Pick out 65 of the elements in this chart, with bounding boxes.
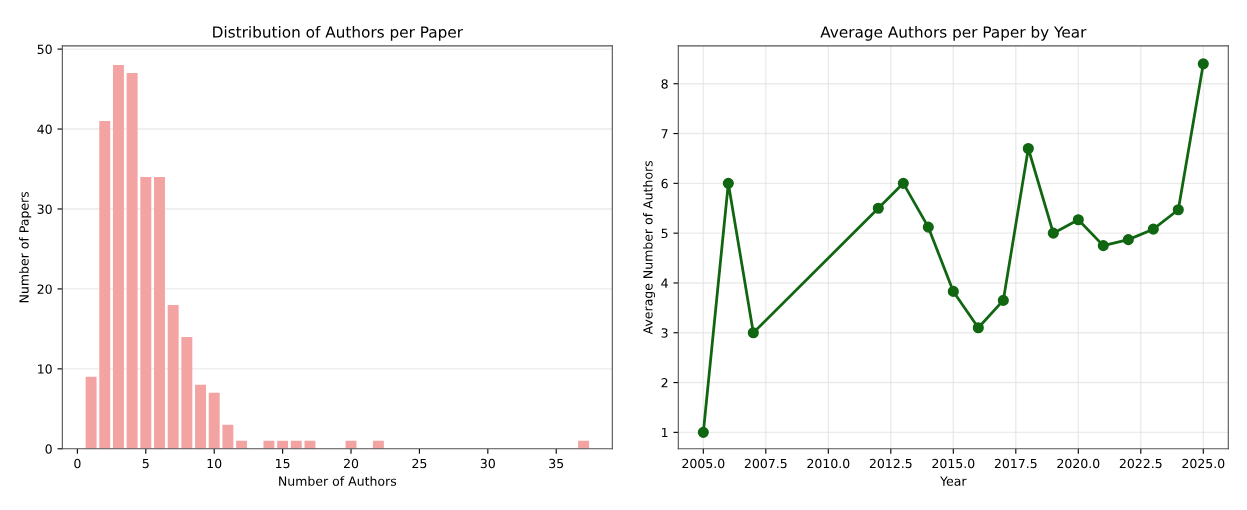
chart-title: Distribution of Authors per Paper <box>213 25 463 41</box>
x-tick-label: 20 <box>343 458 359 469</box>
bar <box>85 376 97 449</box>
y-tick-label: 2 <box>661 378 668 388</box>
bar <box>195 384 206 449</box>
bar <box>181 336 193 449</box>
y-tick-label: 30 <box>37 204 52 214</box>
x-tick-label: 2022.5 <box>1119 458 1162 469</box>
bar <box>126 73 138 449</box>
point <box>897 177 909 189</box>
y-tick-label: 4 <box>661 278 668 288</box>
x-tick-label: 2015.0 <box>932 458 975 469</box>
y-tick-label: 1 <box>662 428 668 438</box>
x-tick-label: 2010.0 <box>807 458 850 469</box>
y-tick-label: 6 <box>661 178 668 189</box>
x-tick-label: 35 <box>549 458 564 469</box>
x-tick-label: 2007.5 <box>744 458 787 469</box>
y-tick-label: 7 <box>661 129 668 139</box>
point <box>1097 240 1109 252</box>
point <box>722 177 734 189</box>
x-tick-label: 2012.5 <box>869 458 912 469</box>
bar <box>208 392 220 449</box>
point <box>747 327 759 339</box>
bar <box>154 177 165 449</box>
y-tick-label: 8 <box>661 79 668 89</box>
point <box>997 294 1009 306</box>
y-tick-label: 0 <box>45 444 52 454</box>
y-tick-label: 40 <box>37 124 52 134</box>
point <box>1122 234 1134 246</box>
y-tick-label: 10 <box>38 364 52 374</box>
bar <box>167 304 179 449</box>
bar <box>112 65 124 449</box>
point <box>922 221 934 233</box>
point <box>1172 204 1184 216</box>
point <box>972 322 984 334</box>
y-axis-title: Average Number of Authors <box>642 160 656 335</box>
x-tick-label: 2020.0 <box>1057 458 1100 469</box>
x-tick-label: 2017.5 <box>994 458 1037 469</box>
point <box>1072 214 1084 226</box>
x-tick-label: 5 <box>142 458 149 469</box>
point <box>697 426 709 438</box>
x-tick-label: 25 <box>412 458 427 469</box>
y-tick-label: 3 <box>661 328 668 338</box>
point <box>1147 223 1159 235</box>
point <box>872 202 884 214</box>
chart-title: Average Authors per Paper by Year <box>820 25 1087 41</box>
x-axis-title: Year <box>940 476 967 486</box>
x-tick-label: 10 <box>207 458 222 469</box>
point <box>1047 227 1059 239</box>
bar <box>222 424 234 449</box>
y-tick-label: 20 <box>37 284 52 294</box>
y-tick-label: 5 <box>661 228 668 239</box>
bar <box>140 177 152 449</box>
point <box>947 285 959 297</box>
x-tick-label: 2005.0 <box>682 458 725 469</box>
y-axis-title: Number of Papers <box>19 191 32 303</box>
x-tick-label: 0 <box>74 458 81 469</box>
point <box>1022 142 1034 155</box>
x-tick-label: 15 <box>276 458 290 469</box>
x-tick-label: 30 <box>480 458 495 469</box>
x-tick-label: 2025.0 <box>1182 458 1225 469</box>
x-axis-title: Number of Authors <box>279 476 397 486</box>
y-tick-label: 50 <box>37 44 52 55</box>
bar <box>99 121 111 449</box>
point <box>1197 58 1209 70</box>
